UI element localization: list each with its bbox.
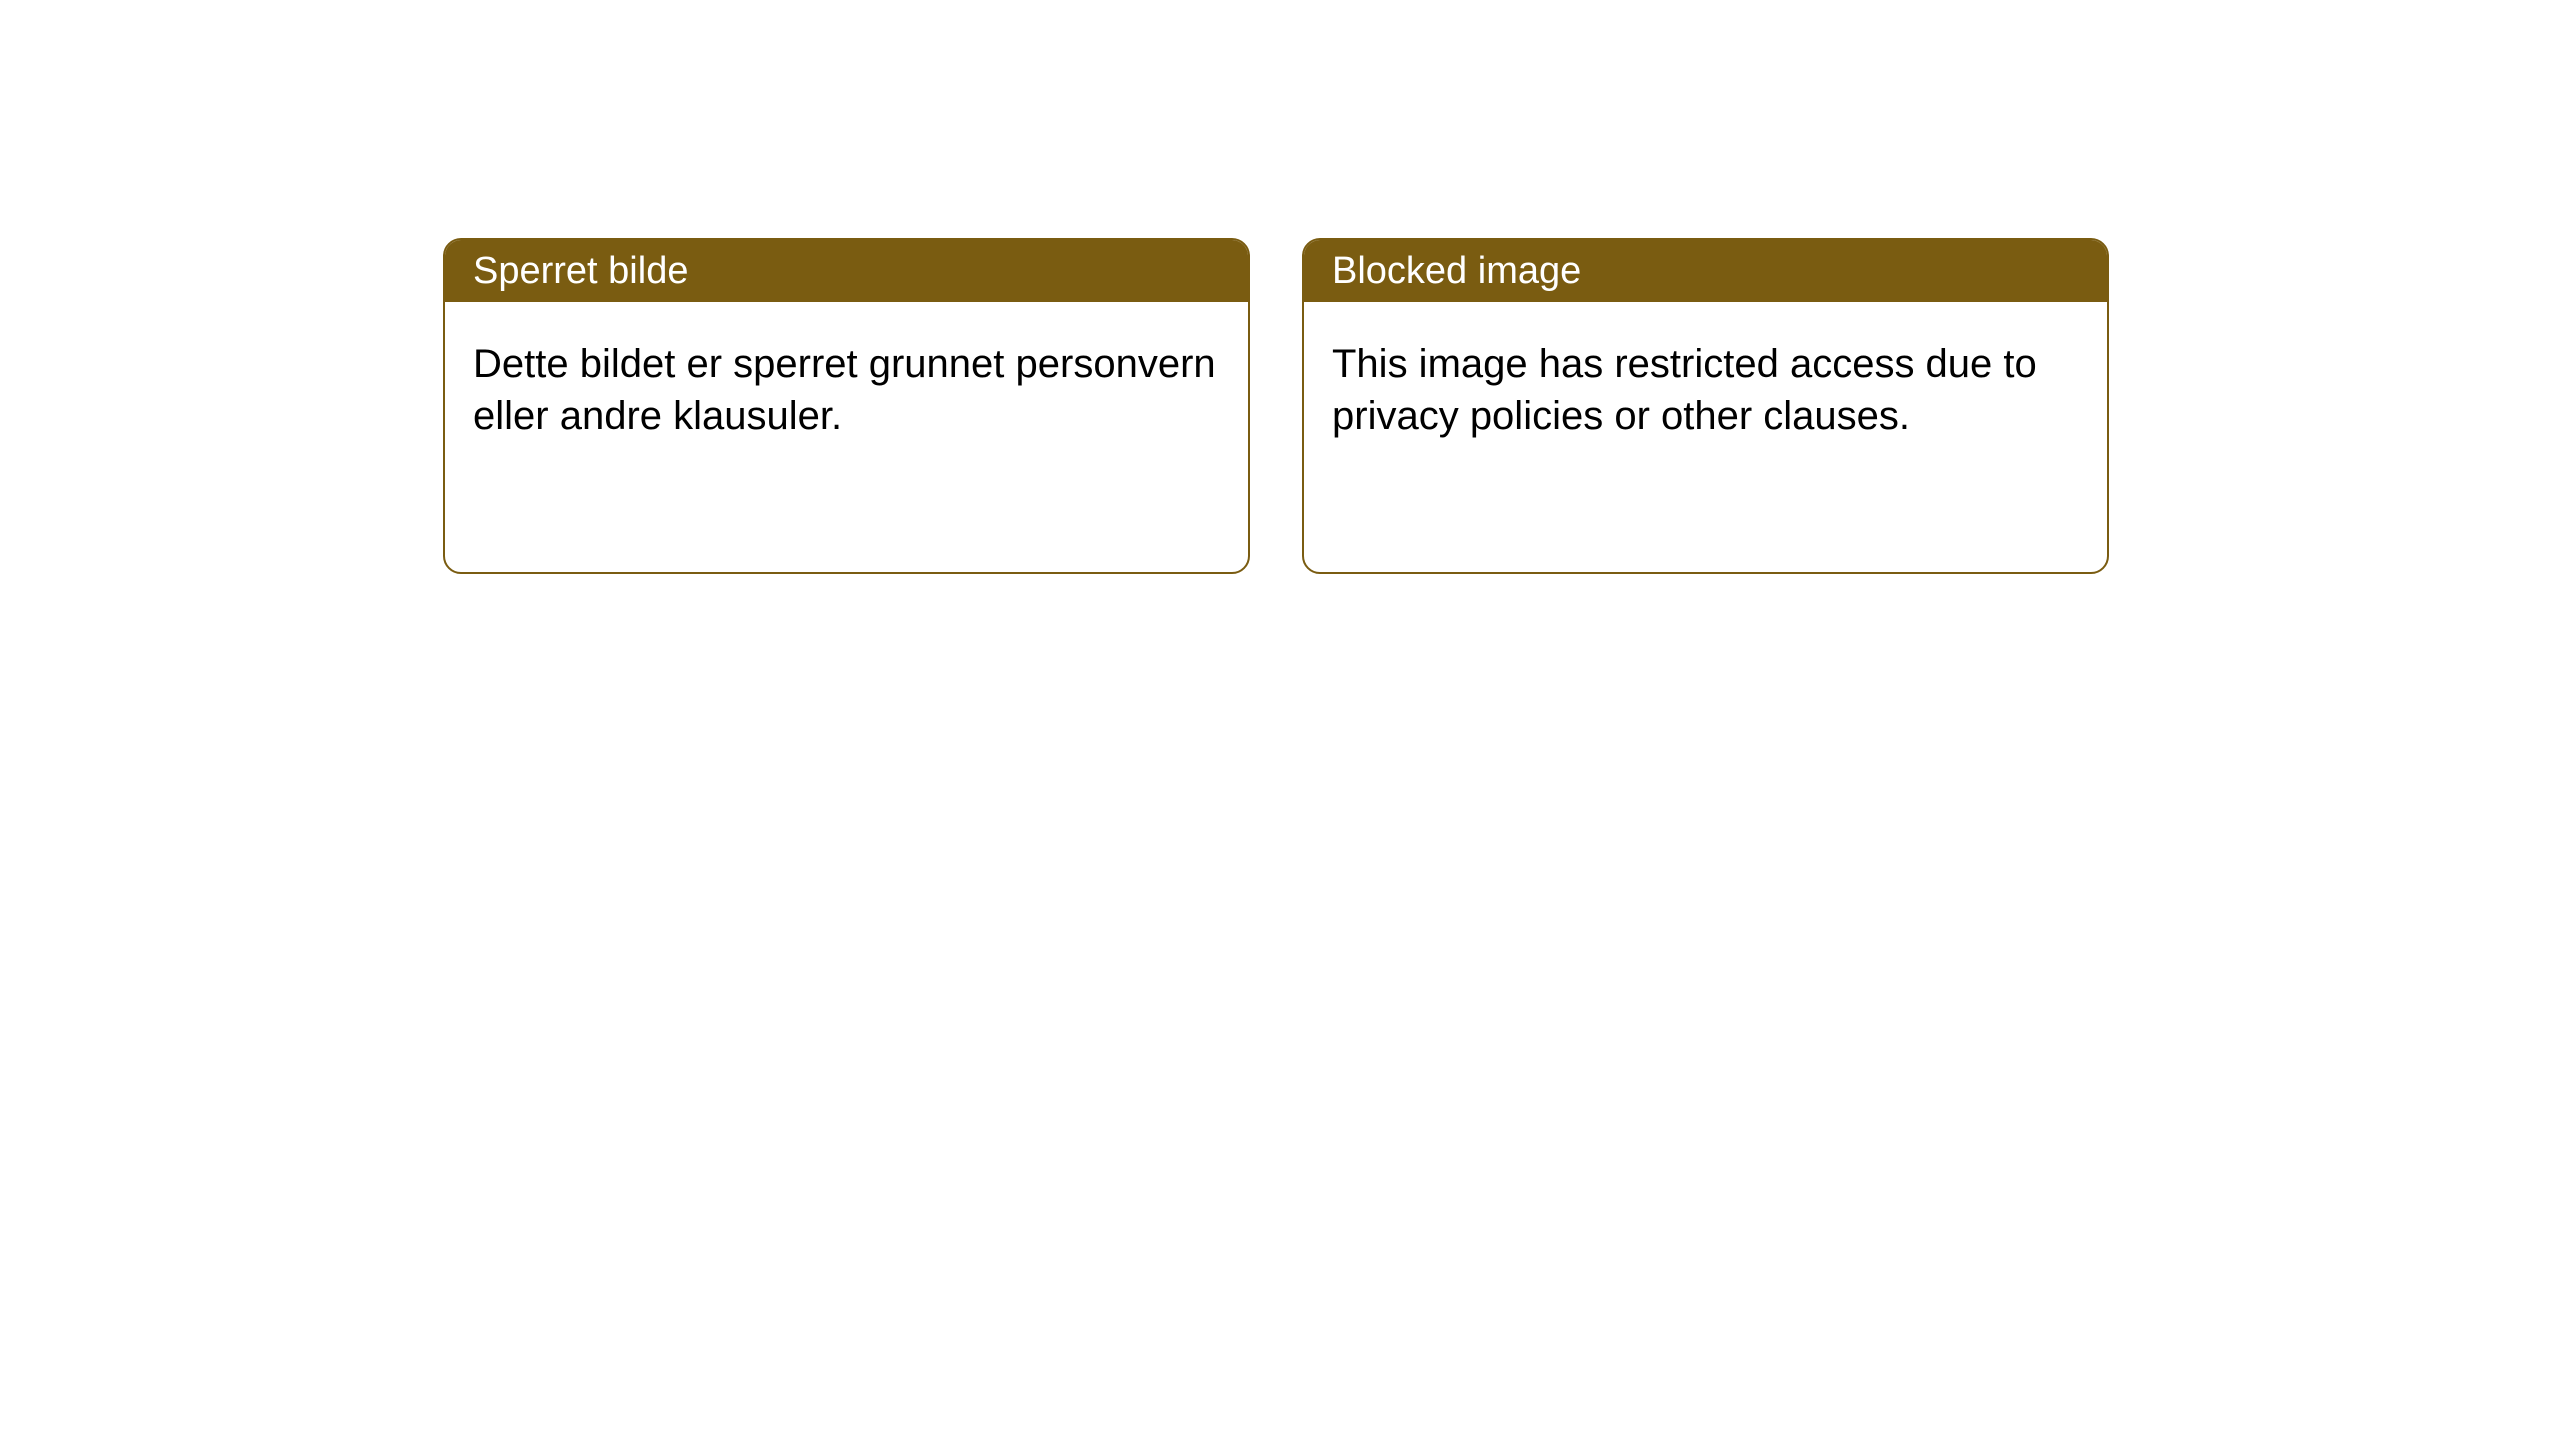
notice-title-english: Blocked image: [1332, 250, 1581, 293]
notice-body-english: This image has restricted access due to …: [1304, 302, 2107, 478]
notice-message-norwegian: Dette bildet er sperret grunnet personve…: [473, 342, 1216, 438]
notice-header-english: Blocked image: [1304, 240, 2107, 302]
notice-title-norwegian: Sperret bilde: [473, 250, 688, 293]
notice-card-norwegian: Sperret bilde Dette bildet er sperret gr…: [443, 238, 1250, 574]
notice-container: Sperret bilde Dette bildet er sperret gr…: [443, 238, 2109, 574]
notice-message-english: This image has restricted access due to …: [1332, 342, 2037, 438]
notice-card-english: Blocked image This image has restricted …: [1302, 238, 2109, 574]
notice-body-norwegian: Dette bildet er sperret grunnet personve…: [445, 302, 1248, 478]
notice-header-norwegian: Sperret bilde: [445, 240, 1248, 302]
